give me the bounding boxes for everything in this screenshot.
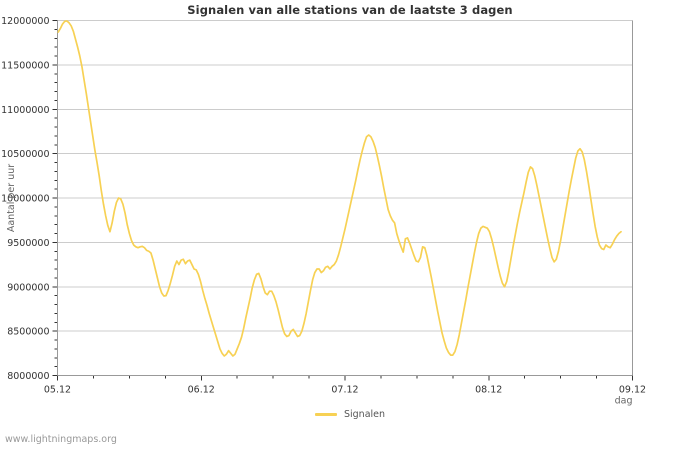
legend-item-signalen[interactable]: Signalen [314,409,386,420]
y-tick-label: 8500000 [7,327,49,338]
watermark-text: www.lightningmaps.org [5,434,117,445]
x-tick-label: 07.12 [331,385,358,396]
series-line-signalen [57,20,622,357]
x-tick-label: 05.12 [44,385,71,396]
axis-major-ticks-group [52,20,633,381]
legend-color-swatch [314,413,337,416]
y-tick-label: 11000000 [1,105,49,116]
data-series-group [57,20,622,357]
chart-title: Signalen van alle stations van de laatst… [187,3,513,17]
gridlines-group [57,20,633,376]
y-minor-ticks-group [54,28,598,379]
x-tick-label: 08.12 [475,385,502,396]
x-tick-label: 06.12 [188,385,215,396]
y-axis-title: Aantal per uur [6,164,17,232]
y-tick-label: 8000000 [7,371,49,382]
y-tick-label: 9000000 [7,282,49,293]
chart-legend: Signalen [0,408,700,420]
y-tick-label: 11500000 [1,60,49,71]
x-tick-label: 09.12 [619,385,646,396]
y-tick-label: 10500000 [1,149,49,160]
y-tick-label: 12000000 [1,16,49,27]
y-tick-label: 10000000 [1,194,49,205]
y-tick-labels-group: 8000000 8500000 9000000 9500000 10000000 1050… [1,16,49,382]
x-axis-title: dag [615,396,633,407]
y-tick-label: 9500000 [7,238,49,249]
x-tick-labels-group: 05.12 06.12 07.12 08.12 09.12 [44,385,646,396]
legend-item-label: Signalen [343,409,386,420]
axis-lines-group [57,20,633,376]
